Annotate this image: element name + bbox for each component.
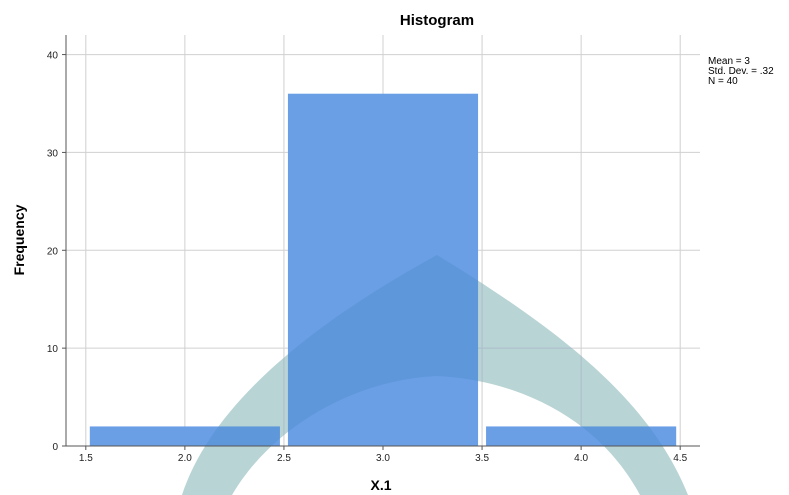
x-tick-label: 1.5 [79, 453, 93, 464]
x-axis-label: X.1 [370, 477, 391, 493]
x-tick-label: 2.0 [178, 453, 192, 464]
bars [89, 93, 677, 446]
histogram-bar [89, 426, 280, 446]
x-tick-label: 2.5 [277, 453, 291, 464]
y-tick-label: 20 [47, 246, 59, 257]
y-axis-label: Frequency [11, 204, 27, 275]
watermark-overlay [182, 255, 688, 495]
x-tick-label: 3.0 [376, 453, 390, 464]
watermark-overlay-arch [182, 255, 688, 495]
histogram-bar [486, 426, 677, 446]
x-tick-label: 4.0 [574, 453, 588, 464]
stat-n: N = 40 [708, 76, 738, 87]
y-tick-label: 40 [47, 51, 59, 62]
histogram-bar [287, 93, 479, 446]
y-tick-label: 30 [47, 148, 59, 159]
x-tick-label: 3.5 [475, 453, 489, 464]
stat-mean: Mean = 3 [708, 56, 750, 67]
y-tick-label: 0 [52, 442, 58, 453]
stats-legend: Mean = 3 Std. Dev. = .32 N = 40 [708, 57, 774, 87]
y-tick-label: 10 [47, 344, 59, 355]
x-tick-label: 4.5 [673, 453, 687, 464]
chart-title: Histogram [400, 12, 474, 29]
tick-labels: 1.5 2.0 2.5 3.0 3.5 4.0 4.5 0 10 20 30 40 [47, 51, 688, 464]
stat-std-dev: Std. Dev. = .32 [708, 66, 774, 77]
